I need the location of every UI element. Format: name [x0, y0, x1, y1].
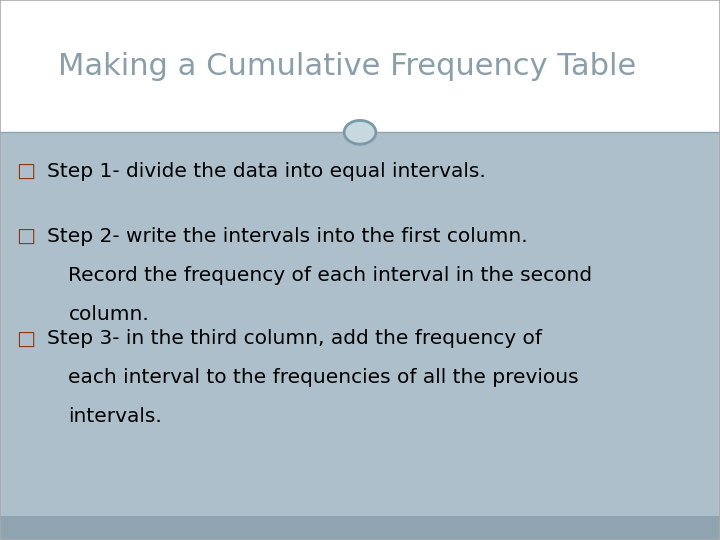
Text: □: □: [16, 227, 35, 246]
Text: Step 2- write the intervals into the first column.: Step 2- write the intervals into the fir…: [47, 227, 528, 246]
Text: each interval to the frequencies of all the previous: each interval to the frequencies of all …: [68, 368, 579, 387]
Text: Making a Cumulative Frequency Table: Making a Cumulative Frequency Table: [58, 52, 636, 80]
Text: column.: column.: [68, 305, 149, 323]
Text: Record the frequency of each interval in the second: Record the frequency of each interval in…: [68, 266, 593, 285]
Text: Step 1- divide the data into equal intervals.: Step 1- divide the data into equal inter…: [47, 162, 485, 181]
Text: intervals.: intervals.: [68, 407, 162, 426]
Text: □: □: [16, 329, 35, 348]
Text: Step 3- in the third column, add the frequency of: Step 3- in the third column, add the fre…: [47, 329, 541, 348]
Bar: [0, 0, 720, 132]
Bar: [0, 132, 720, 516]
Circle shape: [344, 120, 376, 144]
Bar: [0, 516, 720, 540]
Text: □: □: [16, 162, 35, 181]
